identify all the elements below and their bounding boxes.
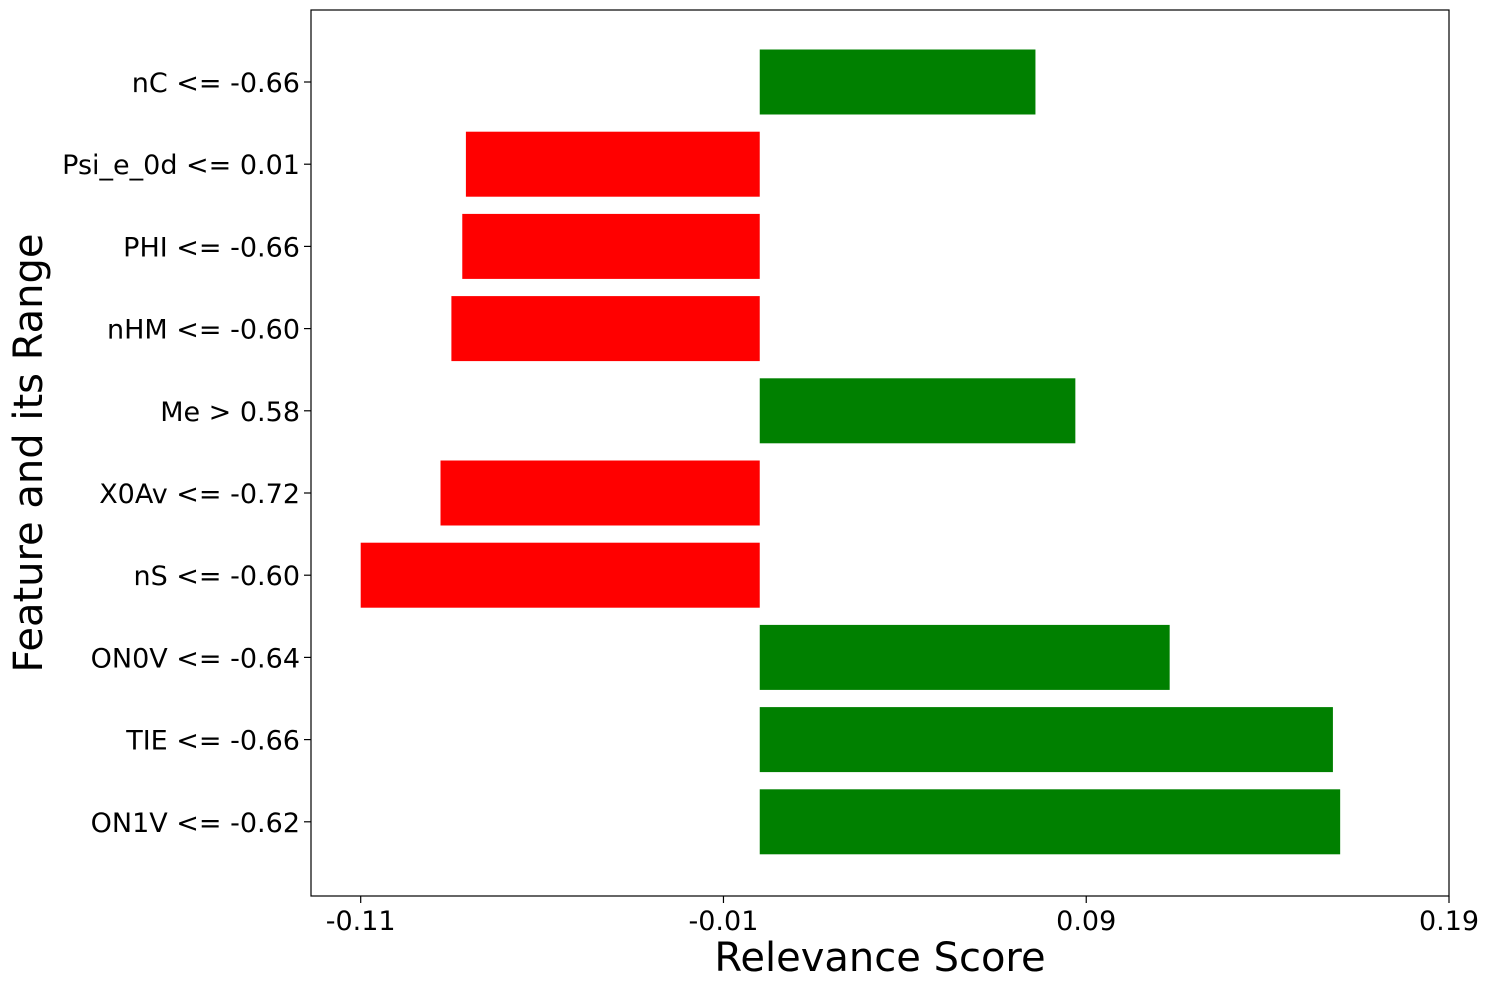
y-tick-label: nHM <= -0.60 bbox=[107, 315, 300, 346]
y-tick-label: TIE <= -0.66 bbox=[125, 726, 300, 757]
bar bbox=[440, 460, 760, 526]
x-tick-label: -0.01 bbox=[689, 906, 759, 937]
bar bbox=[759, 789, 1341, 855]
bar bbox=[759, 707, 1333, 773]
plot-frame bbox=[310, 9, 1450, 897]
bar bbox=[759, 49, 1036, 115]
y-tick-label: ON1V <= -0.62 bbox=[91, 808, 300, 839]
y-tick-label: nS <= -0.60 bbox=[133, 561, 300, 592]
y-tick-label: Psi_e_0d <= 0.01 bbox=[62, 150, 300, 181]
y-axis-title: Feature and its Range bbox=[6, 234, 52, 673]
bar bbox=[462, 213, 760, 279]
bar bbox=[451, 296, 760, 362]
x-axis-title: Relevance Score bbox=[714, 935, 1045, 981]
x-tick-label: -0.11 bbox=[326, 906, 396, 937]
x-tick-label: 0.19 bbox=[1419, 906, 1479, 937]
bar bbox=[759, 624, 1170, 690]
y-tick-label: Me > 0.58 bbox=[160, 397, 300, 428]
x-tick-label: 0.09 bbox=[1056, 906, 1116, 937]
bar bbox=[465, 131, 760, 197]
bars-layer bbox=[360, 49, 1341, 855]
y-tick-label: ON0V <= -0.64 bbox=[91, 643, 300, 674]
bar bbox=[360, 542, 760, 608]
ticks-layer: ON1V <= -0.62 TIE <= -0.66 ON0V <= -0.64 nS… bbox=[62, 68, 1479, 937]
y-tick-label: X0Av <= -0.72 bbox=[99, 479, 300, 510]
bar bbox=[759, 378, 1076, 444]
y-tick-label: nC <= -0.66 bbox=[132, 68, 300, 99]
y-tick-label: PHI <= -0.66 bbox=[123, 232, 300, 263]
